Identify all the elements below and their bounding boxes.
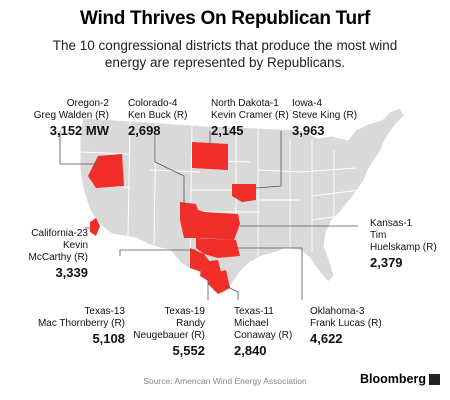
label-value: 5,108 <box>92 331 125 346</box>
label-value: 3,339 <box>55 265 88 280</box>
label-rep: Kevin <box>62 240 88 251</box>
map-title: Wind Thrives On Republican Turf <box>80 8 370 29</box>
label-district: Texas-19 <box>164 306 205 317</box>
district-oregon-2 <box>88 154 124 188</box>
label-rep: Neugebauer (R) <box>133 330 205 341</box>
brand-wordmark: Bloomberg <box>360 372 426 386</box>
district-kansas-1 <box>204 212 240 240</box>
district-texas-11 <box>208 270 230 294</box>
label-colorado-4: Colorado-4 Ken Buck (R) 2,698 <box>128 98 218 139</box>
label-oklahoma-3: Oklahoma-3 Frank Lucas (R) 4,622 <box>310 306 395 347</box>
label-value: 3,152 MW <box>49 123 109 138</box>
label-rep: Ken Buck (R) <box>128 110 188 121</box>
label-rep: Kevin Cramer (R) <box>211 110 289 121</box>
districts-layer <box>88 142 256 294</box>
district-colorado-4 <box>180 202 204 238</box>
label-district: California-23 <box>31 228 88 239</box>
district-iowa-4 <box>232 184 256 202</box>
label-value: 2,698 <box>128 123 161 138</box>
label-district: Oklahoma-3 <box>310 306 365 317</box>
label-rep: McCarthy (R) <box>28 252 88 263</box>
district-north-dakota-1 <box>192 142 228 170</box>
label-texas-19: Texas-19 Randy Neugebauer (R) 5,552 <box>130 306 205 359</box>
label-rep: Randy <box>176 318 205 329</box>
label-rep: Frank Lucas (R) <box>310 318 382 329</box>
label-rep: Conaway (R) <box>234 330 293 341</box>
label-rep: Huelskamp (R) <box>370 242 437 253</box>
map-subtitle: The 10 congressional districts that prod… <box>52 38 398 70</box>
label-district: Colorado-4 <box>128 98 178 109</box>
source-note: Source: American Wind Energy Association <box>143 376 307 386</box>
leader-lines <box>59 131 358 300</box>
label-value: 5,552 <box>172 343 205 358</box>
label-rep: Tim <box>370 230 387 241</box>
label-rep: Michael <box>234 318 269 329</box>
label-texas-13: Texas-13 Mac Thornberry (R) 5,108 <box>30 306 125 347</box>
label-kansas-1: Kansas-1 Tim Huelskamp (R) 2,379 <box>370 218 445 271</box>
brand-icon <box>429 374 440 385</box>
label-california-23: California-23 Kevin McCarthy (R) 3,339 <box>10 228 88 281</box>
label-rep: Greg Walden (R) <box>33 110 109 121</box>
label-value: 4,622 <box>310 331 343 346</box>
label-rep: Mac Thornberry (R) <box>37 318 125 329</box>
label-district: Iowa-4 <box>292 98 323 109</box>
label-district: Texas-13 <box>84 306 125 317</box>
label-value: 2,840 <box>234 343 267 358</box>
label-texas-11: Texas-11 Michael Conaway (R) 2,840 <box>234 306 304 359</box>
district-oklahoma-3 <box>196 238 240 258</box>
label-district: North Dakota-1 <box>211 98 279 109</box>
label-iowa-4: Iowa-4 Steve King (R) 3,963 <box>292 98 372 139</box>
label-oregon-2: Oregon-2 Greg Walden (R) 3,152 MW <box>16 98 109 139</box>
label-district: Oregon-2 <box>66 98 109 109</box>
label-value: 2,379 <box>370 255 403 270</box>
label-district: Texas-11 <box>234 306 274 317</box>
label-value: 2,145 <box>211 123 244 138</box>
label-north-dakota-1: North Dakota-1 Kevin Cramer (R) 2,145 <box>211 98 291 139</box>
label-rep: Steve King (R) <box>292 110 358 121</box>
label-district: Kansas-1 <box>370 218 413 229</box>
district-california-23 <box>90 218 100 236</box>
label-value: 3,963 <box>292 123 325 138</box>
